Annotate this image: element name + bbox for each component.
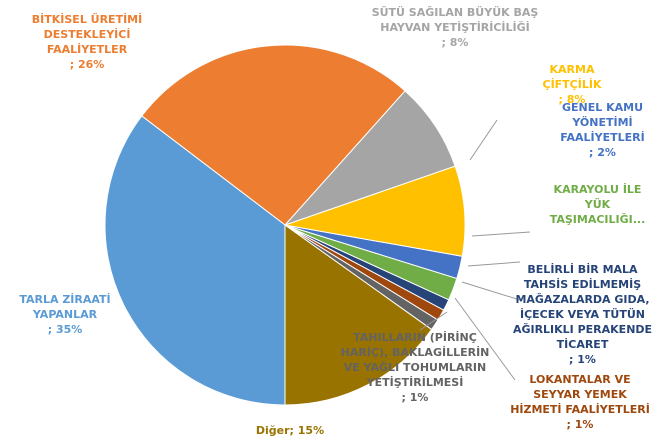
- category-name: GENEL KAMU YÖNETİMİ FAALİYETLERİ: [560, 101, 645, 144]
- category-name: LOKANTALAR VE SEYYAR YEMEK HİZMETİ FAALİ…: [510, 373, 650, 416]
- data-label: GENEL KAMU YÖNETİMİ FAALİYETLERİ ; 2%: [545, 100, 657, 160]
- data-label: TARLA ZİRAATİ YAPANLAR ; 35%: [5, 292, 125, 337]
- value-label: ; 8%: [558, 93, 586, 106]
- leader-line: [471, 231, 531, 237]
- pie-slice: [104, 115, 286, 406]
- category-name: Diğer: [255, 424, 290, 437]
- category-name: BELİRLİ BİR MALA TAHSİS EDİLMEMİŞ MAĞAZA…: [512, 263, 653, 351]
- data-label: LOKANTALAR VE SEYYAR YEMEK HİZMETİ FAALİ…: [510, 372, 650, 432]
- leader-line: [419, 311, 448, 331]
- data-label: BİTKİSEL ÜRETİMİ DESTEKLEYİCİ FAALİYETLE…: [12, 12, 162, 72]
- category-name: TARLA ZİRAATİ YAPANLAR: [19, 293, 111, 321]
- value-label: ; 1%: [401, 391, 429, 404]
- pie-slice: [283, 165, 466, 257]
- category-name: TAHILLARIN (PİRİNÇ HARİÇ), BAKLAGİLLERİN…: [340, 331, 490, 389]
- data-label: KARMA ÇİFTÇİLİK ; 8%: [522, 62, 622, 107]
- category-name: KARAYOLU İLE YÜK TAŞIMACILIĞI...: [549, 183, 646, 226]
- pie-slice: [283, 90, 456, 227]
- leader-line: [469, 119, 498, 161]
- category-name: SÜTÜ SAĞILAN BÜYÜK BAŞ HAYVAN YETİŞTİRİC…: [371, 6, 539, 34]
- value-label: ; 15%: [289, 424, 325, 437]
- value-label: ; 2%: [589, 146, 616, 159]
- value-label: ; 1%: [566, 418, 594, 431]
- leader-line: [461, 281, 521, 301]
- value-label: ; 26%: [69, 58, 105, 71]
- value-label: ; 8%: [441, 36, 469, 49]
- pie-slice: [284, 224, 433, 406]
- data-label: Diğer; 15%: [235, 423, 345, 438]
- data-label: TAHILLARIN (PİRİNÇ HARİÇ), BAKLAGİLLERİN…: [340, 330, 490, 405]
- leader-line: [454, 297, 516, 381]
- category-name: BİTKİSEL ÜRETİMİ DESTEKLEYİCİ FAALİYETLE…: [31, 13, 143, 56]
- leader-line: [467, 261, 521, 267]
- data-label: KARAYOLU İLE YÜK TAŞIMACILIĞI...: [540, 182, 655, 227]
- leader-lines: [419, 119, 531, 381]
- pie-slice: [141, 44, 406, 226]
- value-label: ; 35%: [47, 323, 83, 336]
- category-name: KARMA ÇİFTÇİLİK: [542, 63, 602, 91]
- data-label: BELİRLİ BİR MALA TAHSİS EDİLMEMİŞ MAĞAZA…: [505, 262, 657, 367]
- data-label: SÜTÜ SAĞILAN BÜYÜK BAŞ HAYVAN YETİŞTİRİC…: [370, 5, 540, 50]
- value-label: ; 1%: [569, 353, 596, 366]
